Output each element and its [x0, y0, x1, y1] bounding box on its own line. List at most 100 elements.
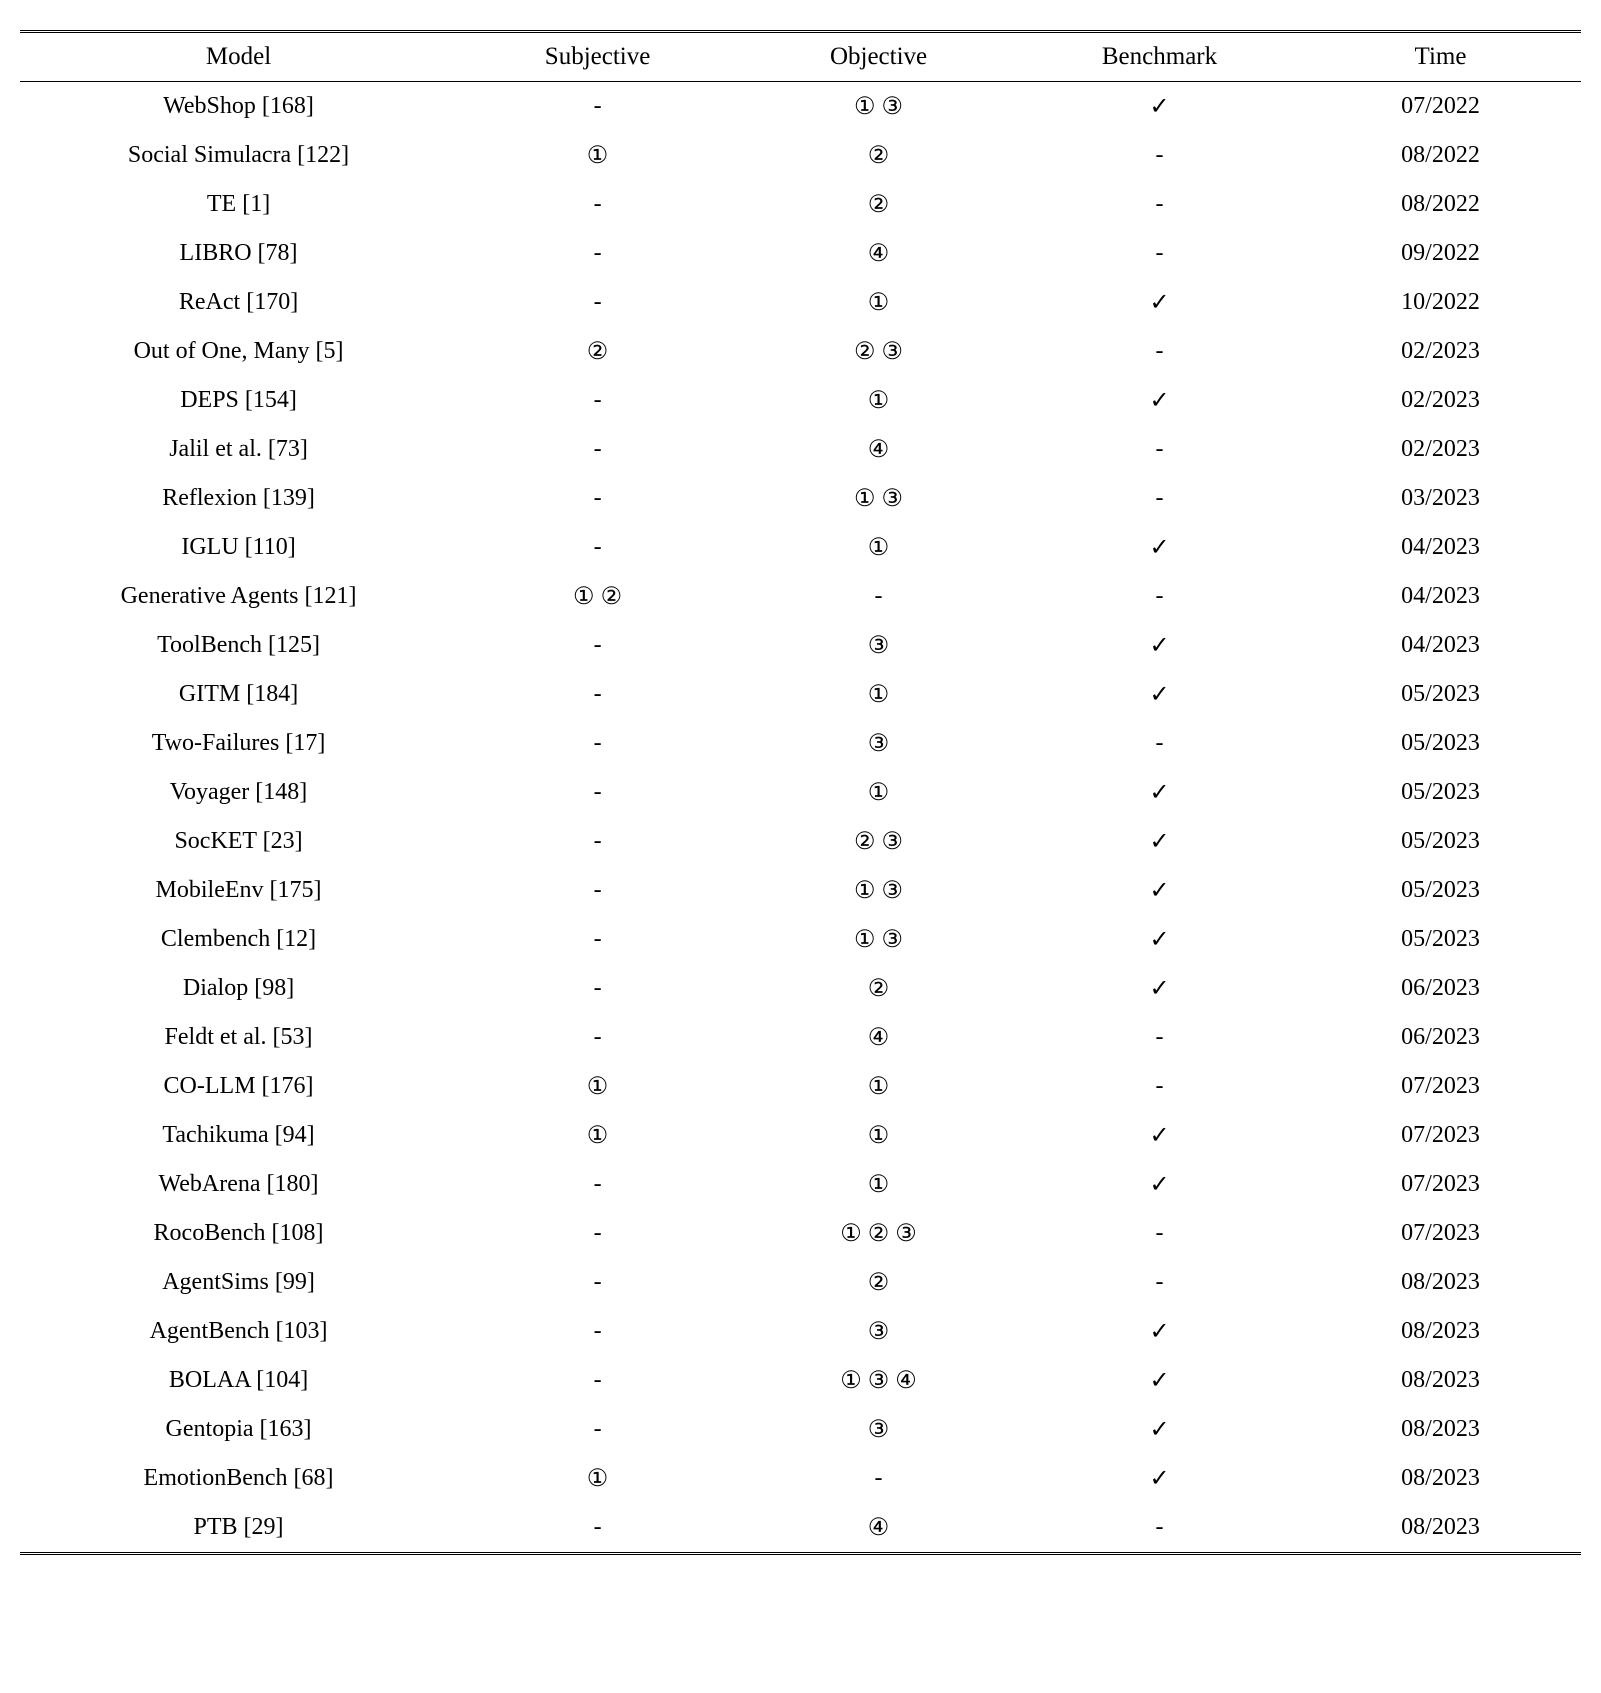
cell-model: Out of One, Many [5] — [20, 327, 457, 376]
cell-time: 10/2022 — [1300, 278, 1581, 327]
cell-subjective: - — [457, 82, 738, 132]
table-row: Voyager [148]-①✓05/2023 — [20, 768, 1581, 817]
cell-objective: ③ — [738, 1307, 1019, 1356]
table-row: AgentBench [103]-③✓08/2023 — [20, 1307, 1581, 1356]
evaluation-table: Model Subjective Objective Benchmark Tim… — [20, 30, 1581, 1555]
cell-model: TE [1] — [20, 180, 457, 229]
cell-time: 03/2023 — [1300, 474, 1581, 523]
cell-model: Clembench [12] — [20, 915, 457, 964]
cell-time: 08/2023 — [1300, 1405, 1581, 1454]
table-row: Gentopia [163]-③✓08/2023 — [20, 1405, 1581, 1454]
table-row: RocoBench [108]-① ② ③-07/2023 — [20, 1209, 1581, 1258]
table-row: Social Simulacra [122]①②-08/2022 — [20, 131, 1581, 180]
cell-objective: ② — [738, 964, 1019, 1013]
cell-objective: - — [738, 572, 1019, 621]
cell-subjective: - — [457, 1307, 738, 1356]
col-header-benchmark: Benchmark — [1019, 32, 1300, 82]
cell-subjective: ① — [457, 1111, 738, 1160]
cell-time: 07/2022 — [1300, 82, 1581, 132]
cell-model: EmotionBench [68] — [20, 1454, 457, 1503]
cell-benchmark: - — [1019, 719, 1300, 768]
cell-model: Dialop [98] — [20, 964, 457, 1013]
cell-model: Voyager [148] — [20, 768, 457, 817]
cell-benchmark: - — [1019, 327, 1300, 376]
cell-subjective: - — [457, 1013, 738, 1062]
table-row: DEPS [154]-①✓02/2023 — [20, 376, 1581, 425]
cell-subjective: - — [457, 278, 738, 327]
col-header-time: Time — [1300, 32, 1581, 82]
cell-time: 09/2022 — [1300, 229, 1581, 278]
cell-benchmark: - — [1019, 1062, 1300, 1111]
cell-objective: ③ — [738, 621, 1019, 670]
cell-objective: ① — [738, 1111, 1019, 1160]
cell-model: AgentSims [99] — [20, 1258, 457, 1307]
table-row: Clembench [12]-① ③✓05/2023 — [20, 915, 1581, 964]
cell-objective: ② ③ — [738, 817, 1019, 866]
cell-objective: ① ③ — [738, 866, 1019, 915]
table-row: Jalil et al. [73]-④-02/2023 — [20, 425, 1581, 474]
cell-model: BOLAA [104] — [20, 1356, 457, 1405]
table-row: ReAct [170]-①✓10/2022 — [20, 278, 1581, 327]
cell-subjective: - — [457, 719, 738, 768]
cell-benchmark: ✓ — [1019, 1160, 1300, 1209]
cell-time: 05/2023 — [1300, 817, 1581, 866]
cell-model: WebShop [168] — [20, 82, 457, 132]
cell-subjective: ② — [457, 327, 738, 376]
cell-benchmark: ✓ — [1019, 1454, 1300, 1503]
cell-benchmark: ✓ — [1019, 964, 1300, 1013]
table-body: WebShop [168]-① ③✓07/2022Social Simulacr… — [20, 82, 1581, 1554]
cell-subjective: ① ② — [457, 572, 738, 621]
cell-subjective: - — [457, 768, 738, 817]
table-row: Generative Agents [121]① ②--04/2023 — [20, 572, 1581, 621]
cell-time: 05/2023 — [1300, 670, 1581, 719]
cell-model: LIBRO [78] — [20, 229, 457, 278]
table-row: LIBRO [78]-④-09/2022 — [20, 229, 1581, 278]
cell-time: 08/2023 — [1300, 1356, 1581, 1405]
cell-objective: ① — [738, 768, 1019, 817]
cell-model: Reflexion [139] — [20, 474, 457, 523]
cell-objective: ③ — [738, 719, 1019, 768]
cell-objective: ① — [738, 376, 1019, 425]
cell-subjective: - — [457, 229, 738, 278]
table-row: AgentSims [99]-②-08/2023 — [20, 1258, 1581, 1307]
cell-time: 08/2023 — [1300, 1307, 1581, 1356]
cell-objective: ② — [738, 131, 1019, 180]
cell-time: 08/2023 — [1300, 1503, 1581, 1554]
cell-subjective: - — [457, 1160, 738, 1209]
cell-benchmark: ✓ — [1019, 915, 1300, 964]
cell-objective: ③ — [738, 1405, 1019, 1454]
cell-time: 08/2023 — [1300, 1258, 1581, 1307]
cell-model: Tachikuma [94] — [20, 1111, 457, 1160]
cell-time: 07/2023 — [1300, 1160, 1581, 1209]
cell-objective: ① — [738, 1062, 1019, 1111]
table-row: ToolBench [125]-③✓04/2023 — [20, 621, 1581, 670]
cell-model: Gentopia [163] — [20, 1405, 457, 1454]
cell-subjective: - — [457, 474, 738, 523]
cell-time: 07/2023 — [1300, 1062, 1581, 1111]
cell-objective: ④ — [738, 1503, 1019, 1554]
cell-model: WebArena [180] — [20, 1160, 457, 1209]
cell-model: SocKET [23] — [20, 817, 457, 866]
cell-time: 08/2022 — [1300, 131, 1581, 180]
cell-subjective: - — [457, 425, 738, 474]
cell-model: CO-LLM [176] — [20, 1062, 457, 1111]
cell-time: 06/2023 — [1300, 1013, 1581, 1062]
cell-subjective: - — [457, 866, 738, 915]
cell-time: 02/2023 — [1300, 376, 1581, 425]
cell-subjective: - — [457, 1209, 738, 1258]
cell-benchmark: - — [1019, 131, 1300, 180]
cell-benchmark: ✓ — [1019, 1307, 1300, 1356]
cell-model: RocoBench [108] — [20, 1209, 457, 1258]
cell-benchmark: ✓ — [1019, 670, 1300, 719]
table-row: CO-LLM [176]①①-07/2023 — [20, 1062, 1581, 1111]
cell-benchmark: ✓ — [1019, 1356, 1300, 1405]
cell-benchmark: ✓ — [1019, 1405, 1300, 1454]
cell-time: 04/2023 — [1300, 572, 1581, 621]
cell-subjective: - — [457, 621, 738, 670]
cell-model: PTB [29] — [20, 1503, 457, 1554]
cell-model: Social Simulacra [122] — [20, 131, 457, 180]
cell-model: Jalil et al. [73] — [20, 425, 457, 474]
cell-subjective: - — [457, 1405, 738, 1454]
cell-objective: ① ② ③ — [738, 1209, 1019, 1258]
cell-objective: ④ — [738, 1013, 1019, 1062]
